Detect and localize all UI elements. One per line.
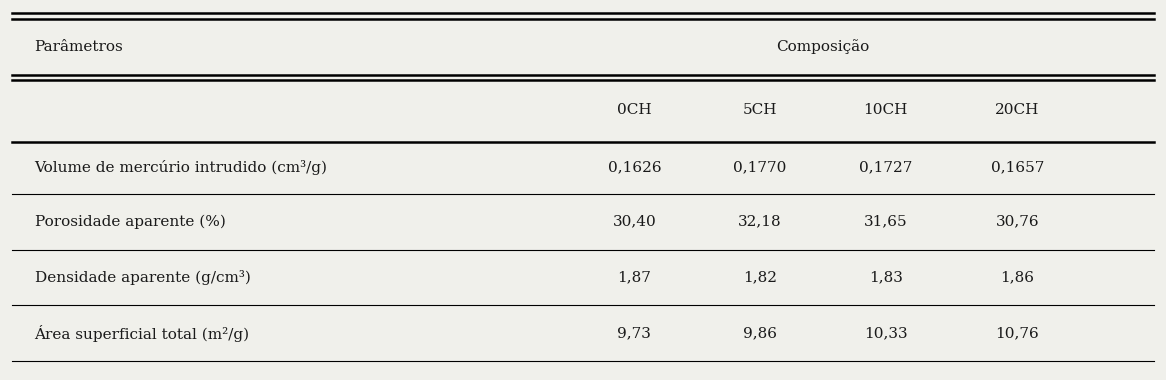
Text: 9,86: 9,86 xyxy=(743,326,777,340)
Text: Porosidade aparente (%): Porosidade aparente (%) xyxy=(35,214,225,229)
Text: 1,83: 1,83 xyxy=(869,271,902,285)
Text: 10CH: 10CH xyxy=(864,103,908,117)
Text: Composição: Composição xyxy=(777,39,870,54)
Text: 9,73: 9,73 xyxy=(618,326,652,340)
Text: 10,76: 10,76 xyxy=(996,326,1039,340)
Text: Parâmetros: Parâmetros xyxy=(35,40,124,54)
Text: 31,65: 31,65 xyxy=(864,215,907,229)
Text: Área superficial total (m²/g): Área superficial total (m²/g) xyxy=(35,325,250,342)
Text: 30,76: 30,76 xyxy=(996,215,1039,229)
Text: 0,1626: 0,1626 xyxy=(607,161,661,175)
Text: Densidade aparente (g/cm³): Densidade aparente (g/cm³) xyxy=(35,270,251,285)
Text: 30,40: 30,40 xyxy=(612,215,656,229)
Text: Volume de mercúrio intrudido (cm³/g): Volume de mercúrio intrudido (cm³/g) xyxy=(35,160,328,175)
Text: 0,1770: 0,1770 xyxy=(733,161,787,175)
Text: 1,87: 1,87 xyxy=(618,271,652,285)
Text: 0CH: 0CH xyxy=(617,103,652,117)
Text: 0,1657: 0,1657 xyxy=(991,161,1044,175)
Text: 5CH: 5CH xyxy=(743,103,778,117)
Text: 1,86: 1,86 xyxy=(1000,271,1034,285)
Text: 10,33: 10,33 xyxy=(864,326,907,340)
Text: 32,18: 32,18 xyxy=(738,215,782,229)
Text: 1,82: 1,82 xyxy=(743,271,777,285)
Text: 0,1727: 0,1727 xyxy=(859,161,913,175)
Text: 20CH: 20CH xyxy=(995,103,1039,117)
